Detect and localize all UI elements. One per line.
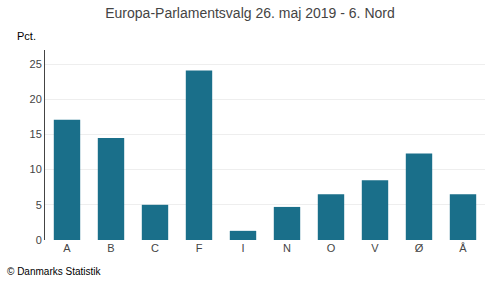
svg-text:N: N — [283, 242, 291, 254]
svg-text:25: 25 — [30, 58, 42, 70]
svg-text:A: A — [63, 242, 71, 254]
svg-text:O: O — [327, 242, 336, 254]
svg-text:F: F — [196, 242, 203, 254]
svg-text:5: 5 — [36, 199, 42, 211]
svg-text:Pct.: Pct. — [17, 30, 36, 42]
svg-text:I: I — [241, 242, 244, 254]
svg-text:Europa-Parlamentsvalg 26. maj: Europa-Parlamentsvalg 26. maj 2019 - 6. … — [105, 5, 394, 21]
svg-text:© Danmarks Statistik: © Danmarks Statistik — [7, 266, 102, 277]
svg-text:20: 20 — [30, 93, 42, 105]
svg-text:15: 15 — [30, 128, 42, 140]
svg-text:Ø: Ø — [415, 242, 424, 254]
svg-text:V: V — [371, 242, 379, 254]
svg-text:10: 10 — [30, 163, 42, 175]
svg-text:C: C — [151, 242, 159, 254]
svg-text:B: B — [107, 242, 114, 254]
svg-text:Å: Å — [459, 242, 467, 254]
svg-text:0: 0 — [36, 234, 42, 246]
